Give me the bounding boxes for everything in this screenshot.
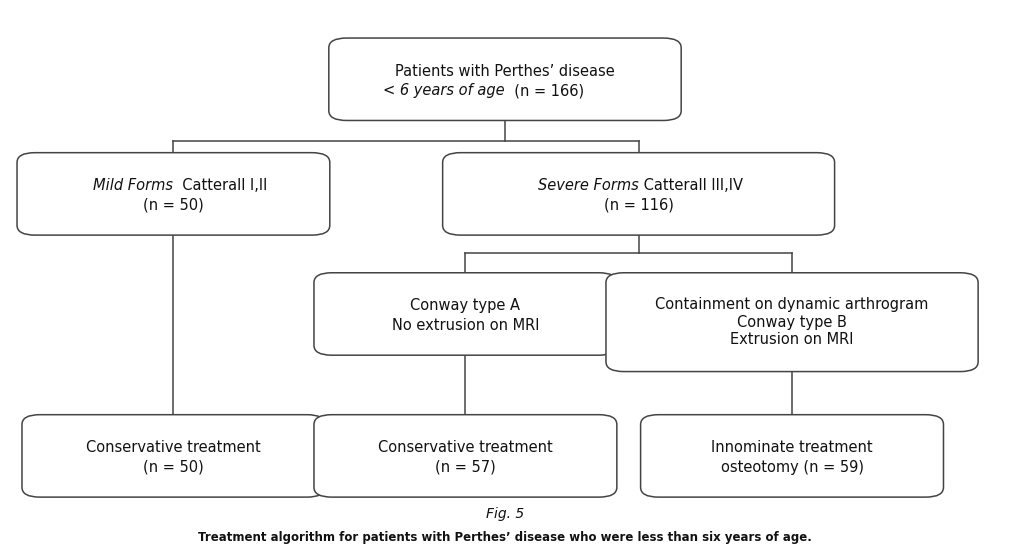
FancyBboxPatch shape (22, 415, 325, 497)
FancyBboxPatch shape (442, 153, 834, 235)
Text: (n = 50): (n = 50) (143, 198, 204, 213)
Text: Conservative treatment: Conservative treatment (378, 440, 552, 455)
Text: < 6 years of age: < 6 years of age (384, 83, 505, 98)
Text: Catterall III,IV: Catterall III,IV (638, 178, 742, 193)
Text: No extrusion on MRI: No extrusion on MRI (392, 318, 539, 333)
Text: Fig. 5: Fig. 5 (486, 507, 524, 521)
Text: (n = 166): (n = 166) (505, 83, 584, 98)
FancyBboxPatch shape (17, 153, 330, 235)
Text: Extrusion on MRI: Extrusion on MRI (730, 332, 853, 347)
Text: (n = 116): (n = 116) (604, 198, 674, 213)
FancyBboxPatch shape (314, 273, 617, 355)
FancyBboxPatch shape (329, 38, 681, 120)
Text: Treatment algorithm for patients with Perthes’ disease who were less than six ye: Treatment algorithm for patients with Pe… (198, 531, 812, 544)
Text: (n = 50): (n = 50) (143, 460, 204, 475)
Text: Severe Forms: Severe Forms (538, 178, 638, 193)
Text: Catterall I,II: Catterall I,II (174, 178, 268, 193)
FancyBboxPatch shape (314, 415, 617, 497)
Text: Conway type A: Conway type A (410, 299, 520, 314)
Text: Innominate treatment: Innominate treatment (711, 440, 873, 455)
Text: Patients with Perthes’ disease: Patients with Perthes’ disease (395, 63, 615, 79)
Text: Conway type B: Conway type B (737, 315, 847, 330)
FancyBboxPatch shape (640, 415, 943, 497)
Text: Containment on dynamic arthrogram: Containment on dynamic arthrogram (655, 297, 929, 312)
Text: osteotomy (n = 59): osteotomy (n = 59) (720, 460, 864, 475)
FancyBboxPatch shape (606, 273, 978, 372)
Text: Mild Forms: Mild Forms (93, 178, 174, 193)
Text: (n = 57): (n = 57) (435, 460, 496, 475)
Text: Conservative treatment: Conservative treatment (86, 440, 261, 455)
